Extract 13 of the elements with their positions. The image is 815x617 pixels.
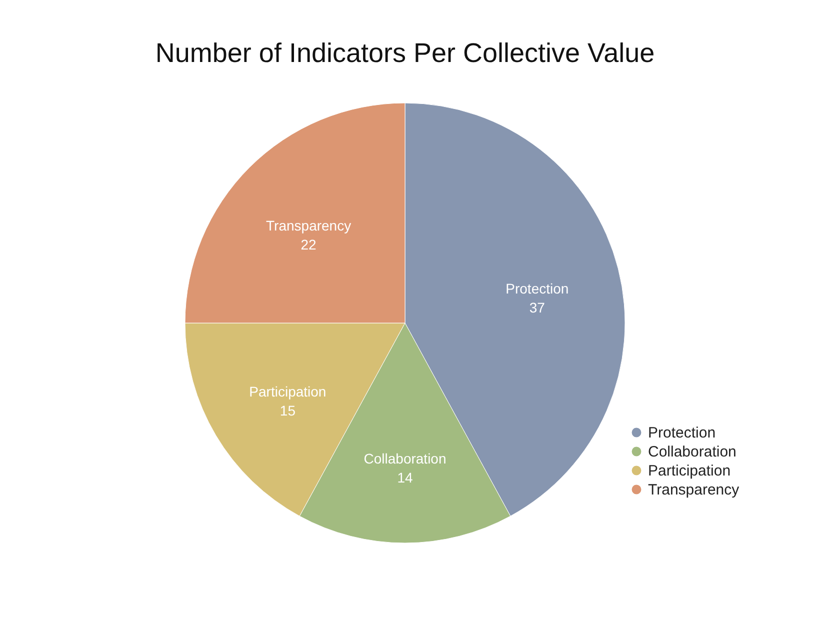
data-label: 22 bbox=[300, 236, 317, 253]
slice-label: Participation bbox=[249, 384, 326, 400]
data-label: 14 bbox=[397, 469, 413, 486]
data-label: 37 bbox=[529, 299, 546, 316]
slice-label: Transparency bbox=[266, 218, 352, 234]
data-label: 15 bbox=[280, 402, 296, 419]
chart-title: Number of Indicators Per Collective Value bbox=[155, 38, 655, 68]
legend-label: Collaboration bbox=[648, 444, 736, 460]
slice-label: Collaboration bbox=[364, 450, 446, 466]
legend-label: Protection bbox=[648, 424, 716, 442]
slice-label: Protection bbox=[506, 280, 569, 296]
legend-label: Participation bbox=[648, 462, 731, 480]
legend-label: Transparency bbox=[648, 482, 740, 498]
